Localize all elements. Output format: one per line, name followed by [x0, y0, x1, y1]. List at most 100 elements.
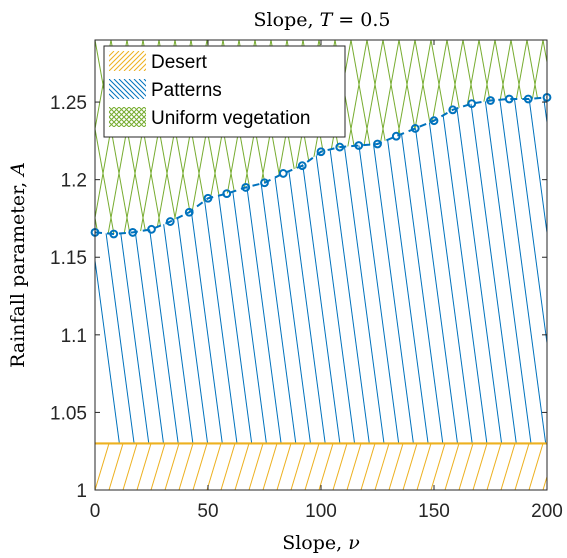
desert-hatch-line — [150, 443, 166, 490]
data-point — [429, 116, 439, 126]
data-point — [335, 142, 345, 152]
data-point — [373, 139, 382, 149]
desert-hatch-line — [444, 443, 460, 490]
y-tick-label: 1.15 — [50, 248, 87, 269]
data-point — [278, 169, 288, 178]
legend: Desert Patterns Uniform vegetation — [103, 45, 346, 138]
desert-hatch-line — [178, 443, 194, 490]
data-point — [316, 147, 326, 157]
data-point — [109, 229, 119, 239]
desert-hatch-line — [122, 443, 138, 490]
desert-hatch-line — [192, 443, 208, 490]
uniform-hatch-line — [95, 40, 125, 234]
desert-hatch-line — [234, 443, 250, 490]
desert-hatch-line — [472, 443, 488, 490]
data-point — [260, 178, 269, 188]
y-tick-label: 1.2 — [61, 171, 87, 192]
patterns-hatch-line — [476, 97, 538, 444]
desert-hatch-line — [528, 443, 544, 490]
data-point — [523, 94, 533, 104]
desert-hatch-line — [486, 443, 502, 490]
patterns-hatch-line — [95, 97, 127, 444]
legend-label-patterns: Patterns — [151, 80, 222, 101]
patterns-hatch-line — [491, 97, 547, 444]
desert-hatch-line — [458, 443, 474, 490]
desert-hatch-line — [318, 443, 334, 490]
y-tick-label: 1.1 — [61, 326, 87, 347]
desert-hatch-line — [164, 443, 180, 490]
data-point — [241, 183, 251, 192]
patterns-hatch-line — [551, 40, 567, 490]
uniform-hatch-line — [545, 40, 547, 234]
data-point — [184, 207, 194, 217]
data-point — [165, 217, 175, 226]
legend-item-patterns: Patterns — [109, 79, 222, 101]
y-tick-label: 1.25 — [50, 93, 87, 114]
desert-hatch-line — [136, 443, 152, 490]
legend-item-desert: Desert — [109, 51, 208, 73]
desert-hatch-line — [262, 443, 278, 490]
legend-label-desert: Desert — [151, 52, 208, 73]
data-point — [128, 228, 138, 237]
desert-hatch-line — [374, 443, 390, 490]
data-point — [486, 96, 495, 105]
legend-swatch-uniform — [109, 107, 146, 127]
desert-hatch-line — [360, 443, 376, 490]
data-point — [147, 224, 156, 234]
y-tick-label: 1.05 — [50, 403, 87, 424]
desert-hatch-line — [514, 443, 530, 490]
legend-item-uniform: Uniform vegetation — [109, 107, 310, 129]
desert-hatch-line — [290, 443, 306, 490]
data-point — [448, 105, 458, 115]
desert-hatch-line — [248, 443, 264, 490]
desert-hatch-line — [95, 443, 110, 490]
patterns-hatch-line — [95, 97, 141, 444]
desert-hatch-line — [346, 443, 362, 490]
boundary-series-line — [94, 96, 548, 235]
uniform-hatch-line — [95, 40, 141, 234]
data-point — [410, 124, 420, 133]
legend-swatch-desert — [109, 51, 146, 71]
data-point — [203, 193, 213, 203]
y-axis-label: Rainfall parameter, A — [7, 162, 29, 368]
patterns-hatch-line — [535, 97, 547, 444]
legend-swatch-patterns — [109, 79, 146, 99]
x-tick-label: 200 — [531, 501, 563, 522]
uniform-hatch-line — [526, 40, 547, 234]
desert-hatch-line — [304, 443, 320, 490]
desert-hatch-line — [220, 443, 236, 490]
patterns-hatch-line — [506, 97, 547, 444]
x-axis-label: Slope, ν — [282, 532, 360, 554]
desert-hatch-line — [108, 443, 124, 490]
data-point — [297, 161, 307, 171]
data-point — [391, 131, 401, 141]
uniform-hatch-line — [562, 40, 567, 290]
desert-hatch-line — [416, 443, 432, 490]
desert-hatch-line — [332, 443, 348, 490]
desert-hatch-line — [542, 474, 547, 490]
patterns-hatch-line — [462, 97, 523, 444]
desert-hatch-line — [388, 443, 404, 490]
data-point — [504, 94, 514, 104]
patterns-hatch-line — [447, 97, 509, 444]
desert-hatch-line — [557, 443, 567, 490]
desert-region — [95, 443, 567, 490]
legend-label-uniform: Uniform vegetation — [151, 108, 310, 129]
desert-hatch-line — [402, 443, 418, 490]
x-tick-label: 50 — [197, 501, 218, 522]
x-tick-label: 0 — [90, 501, 101, 522]
uniform-hatch-line — [559, 40, 567, 290]
x-tick-label: 100 — [305, 501, 337, 522]
data-point — [467, 99, 477, 109]
data-point — [222, 189, 232, 199]
desert-hatch-line — [430, 443, 446, 490]
desert-hatch-line — [500, 443, 516, 490]
desert-hatch-line — [206, 443, 222, 490]
chart-title: Slope, T = 0.5 — [254, 9, 391, 31]
patterns-hatch-line — [520, 97, 547, 444]
data-point — [354, 141, 364, 150]
y-tick-label: 1 — [76, 481, 87, 502]
desert-hatch-line — [276, 443, 292, 490]
x-tick-label: 150 — [418, 501, 450, 522]
